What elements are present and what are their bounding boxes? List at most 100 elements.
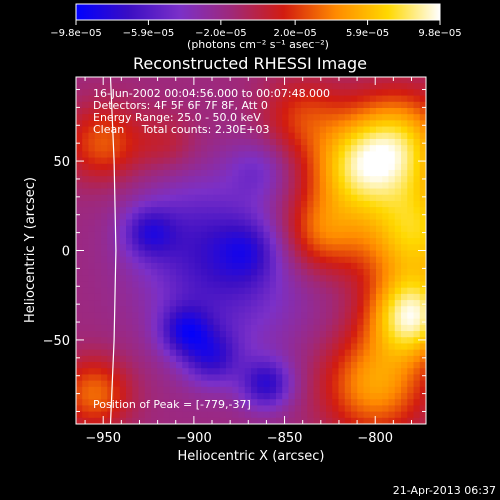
heatmap-cell xyxy=(138,331,146,338)
heatmap-cell xyxy=(369,219,377,227)
heatmap-cell xyxy=(157,405,165,413)
heatmap-cell xyxy=(107,386,115,394)
heatmap-cell xyxy=(251,399,258,407)
heatmap-cell xyxy=(419,225,426,233)
heatmap-cell xyxy=(382,89,390,97)
heatmap-cell xyxy=(344,151,352,159)
heatmap-cell xyxy=(344,114,352,121)
heatmap-cell xyxy=(351,331,358,338)
heatmap-cell xyxy=(326,182,333,190)
heatmap-cell xyxy=(244,219,252,227)
heatmap-cell xyxy=(82,281,90,289)
heatmap-cell xyxy=(276,368,283,376)
heatmap-cell xyxy=(382,374,390,382)
heatmap-cell xyxy=(276,417,283,424)
heatmap-cell xyxy=(82,77,90,84)
heatmap-cell xyxy=(407,200,415,208)
heatmap-cell xyxy=(276,306,283,314)
heatmap-cell xyxy=(201,300,208,307)
heatmap-cell xyxy=(401,368,408,376)
heatmap-cell xyxy=(357,368,365,376)
heatmap-cell xyxy=(326,256,333,264)
heatmap-cell xyxy=(276,83,283,90)
heatmap-cell xyxy=(413,120,421,128)
heatmap-cell xyxy=(76,256,83,264)
heatmap-cell xyxy=(113,182,121,190)
heatmap-cell xyxy=(119,163,127,171)
heatmap-cell xyxy=(263,163,271,171)
heatmap-cell xyxy=(182,89,190,97)
heatmap-cell xyxy=(132,399,140,407)
heatmap-cell xyxy=(369,207,377,214)
heatmap-cell xyxy=(94,200,102,208)
heatmap-cell xyxy=(126,188,133,196)
heatmap-cell xyxy=(138,182,146,190)
heatmap-cell xyxy=(144,101,152,109)
heatmap-cell xyxy=(219,182,227,190)
heatmap-cell xyxy=(413,89,421,97)
heatmap-cell xyxy=(388,238,396,245)
heatmap-cell xyxy=(288,207,296,214)
heatmap-cell xyxy=(276,399,283,407)
heatmap-cell xyxy=(313,287,321,295)
heatmap-cell xyxy=(144,256,152,264)
heatmap-cell xyxy=(244,132,252,140)
heatmap-cell xyxy=(151,250,158,258)
heatmap-cell xyxy=(188,331,196,338)
heatmap-cell xyxy=(288,293,296,301)
heatmap-cell xyxy=(251,83,258,90)
heatmap-cell xyxy=(188,262,196,270)
heatmap-cell xyxy=(326,145,333,152)
heatmap-cell xyxy=(326,114,333,121)
heatmap-cell xyxy=(213,238,221,245)
heatmap-cell xyxy=(401,362,408,369)
heatmap-cell xyxy=(207,169,215,177)
heatmap-cell xyxy=(126,238,133,245)
heatmap-cell xyxy=(244,244,252,252)
heatmap-cell xyxy=(219,281,227,289)
heatmap-cell xyxy=(319,349,327,357)
heatmap-cell xyxy=(394,281,402,289)
heatmap-cell xyxy=(307,163,315,171)
heatmap-cell xyxy=(144,349,152,357)
heatmap-cell xyxy=(201,219,208,227)
heatmap-cell xyxy=(88,200,96,208)
heatmap-cell xyxy=(194,188,202,196)
heatmap-cell xyxy=(119,256,127,264)
heatmap-cell xyxy=(294,126,302,134)
heatmap-cell xyxy=(338,349,346,357)
heatmap-cell xyxy=(138,312,146,320)
heatmap-cell xyxy=(88,163,96,171)
heatmap-cell xyxy=(382,368,390,376)
heatmap-cell xyxy=(419,207,426,214)
heatmap-cell xyxy=(213,380,221,388)
heatmap-cell xyxy=(269,101,277,109)
heatmap-cell xyxy=(251,337,258,345)
heatmap-cell xyxy=(132,349,140,357)
heatmap-cell xyxy=(401,120,408,128)
heatmap-cell xyxy=(382,126,390,134)
heatmap-cell xyxy=(207,101,215,109)
heatmap-cell xyxy=(238,386,246,394)
heatmap-cell xyxy=(88,399,96,407)
heatmap-cell xyxy=(238,194,246,202)
heatmap-cell xyxy=(282,200,290,208)
heatmap-cell xyxy=(344,355,352,363)
heatmap-cell xyxy=(363,157,371,165)
heatmap-cell xyxy=(232,188,240,196)
heatmap-cell xyxy=(113,374,121,382)
heatmap-cell xyxy=(413,386,421,394)
heatmap-cell xyxy=(201,306,208,314)
heatmap-cell xyxy=(257,386,265,394)
heatmap-cell xyxy=(101,374,108,382)
heatmap-cell xyxy=(207,337,215,345)
heatmap-cell xyxy=(369,132,377,140)
heatmap-cell xyxy=(301,95,308,103)
heatmap-cell xyxy=(263,231,271,239)
heatmap-cell xyxy=(369,120,377,128)
colorbar-tick-labels: −9.8e−05 −5.9e−05 −2.0e−05 2.0e−05 5.9e−05 9.… xyxy=(50,28,461,39)
heatmap-cell xyxy=(332,262,340,270)
heatmap-cell xyxy=(401,219,408,227)
heatmap-cell xyxy=(226,380,233,388)
heatmap-cell xyxy=(157,337,165,345)
